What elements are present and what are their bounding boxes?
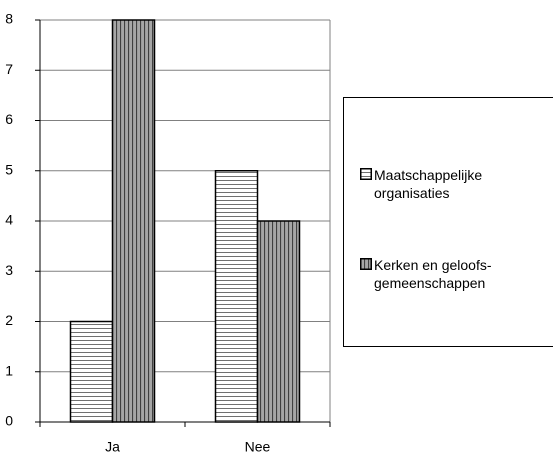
- legend-entry: Maatschappelijke organisaties: [360, 166, 535, 202]
- y-tick-label: 2: [5, 312, 13, 328]
- y-tick-label: 8: [5, 11, 13, 27]
- y-tick-label: 1: [5, 362, 13, 378]
- legend-label: Kerken en geloofs-gemeenschappen: [374, 257, 492, 291]
- y-tick-label: 7: [5, 61, 13, 77]
- y-tick-label: 0: [5, 413, 13, 429]
- y-tick-label: 6: [5, 111, 13, 127]
- legend-label: Maatschappelijke organisaties: [374, 167, 483, 201]
- x-tick-label: Ja: [105, 439, 120, 455]
- legend: Maatschappelijke organisaties Kerken en g…: [343, 97, 553, 347]
- bar: [69, 320, 114, 423]
- y-tick-label: 4: [5, 212, 13, 228]
- legend-swatch-fill: [360, 168, 372, 180]
- y-tick-label: 3: [5, 262, 13, 278]
- legend-swatch: [360, 168, 372, 180]
- legend-swatch-fill: [360, 258, 372, 270]
- x-tick-label: Nee: [245, 439, 271, 455]
- bar: [214, 170, 259, 423]
- legend-swatch: [360, 258, 372, 270]
- legend-entry: Kerken en geloofs-gemeenschappen: [360, 256, 535, 292]
- bar: [111, 19, 156, 423]
- bar: [256, 220, 301, 423]
- y-tick-label: 5: [5, 161, 13, 177]
